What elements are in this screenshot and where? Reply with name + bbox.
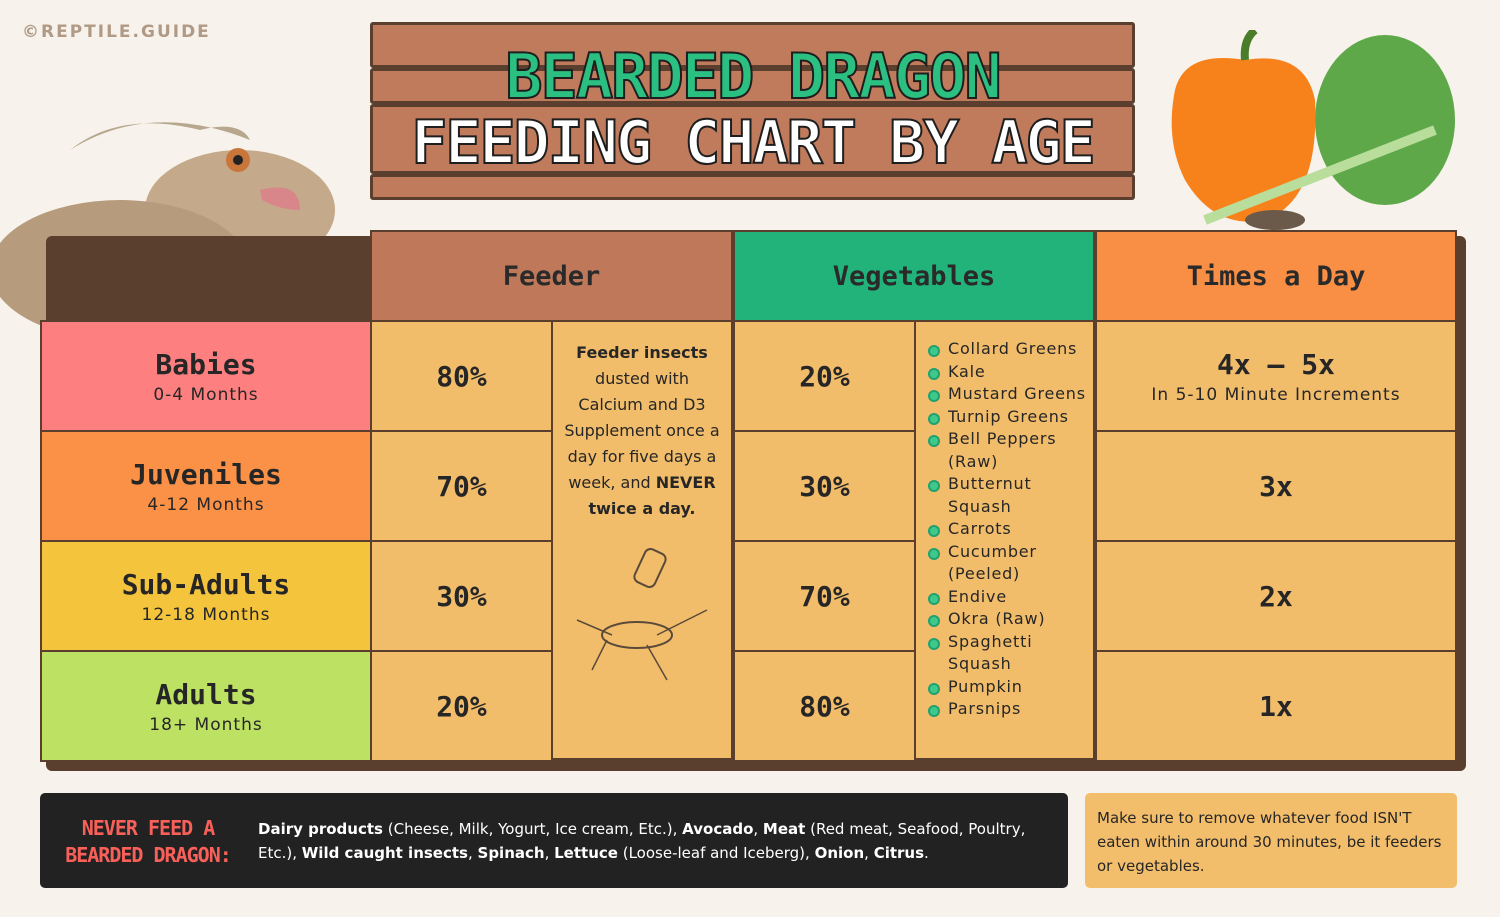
row-label: Juveniles 4-12 Months xyxy=(40,430,372,542)
feeder-note-bold: Feeder insects xyxy=(576,343,708,362)
vegetable-percent: 20% xyxy=(733,320,916,432)
age-range: 12-18 Months xyxy=(141,604,271,625)
feeder-percent: 70% xyxy=(370,430,553,542)
forbidden-food: Dairy products xyxy=(258,820,383,838)
vegetable-item: Pumpkin xyxy=(928,676,1023,699)
age-group: Juveniles xyxy=(130,457,282,491)
title-plank xyxy=(370,68,1135,104)
forbidden-food: Spinach xyxy=(477,844,545,862)
never-feed-panel: NEVER FEED A BEARDED DRAGON: Dairy produ… xyxy=(40,793,1068,888)
title-plank xyxy=(370,22,1135,68)
vegetable-item: Spaghetti Squash xyxy=(928,631,1093,676)
feeder-note-bold: NEVER twice a day. xyxy=(588,473,716,518)
vegetable-item: Bell Peppers (Raw) xyxy=(928,428,1093,473)
row-label: Sub-Adults 12-18 Months xyxy=(40,540,372,652)
forbidden-food-detail: , xyxy=(467,844,478,862)
vegetable-item: Okra (Raw) xyxy=(928,608,1045,631)
times-a-day: 4x – 5x In 5-10 Minute Increments xyxy=(1095,320,1457,432)
forbidden-food-detail: (Cheese, Milk, Yogurt, Ice cream, Etc.), xyxy=(382,820,683,838)
forbidden-food-detail: , xyxy=(544,844,555,862)
forbidden-food-detail: , xyxy=(864,844,874,862)
feeder-percent: 80% xyxy=(370,320,553,432)
vegetable-item: Mustard Greens xyxy=(928,383,1086,406)
times-a-day: 2x xyxy=(1095,540,1457,652)
vegetable-item: Cucumber (Peeled) xyxy=(928,541,1093,586)
feeding-table: Feeder Vegetables Times a Day Babies 0-4… xyxy=(40,230,1465,770)
never-feed-list: Dairy products (Cheese, Milk, Yogurt, Ic… xyxy=(258,817,1048,865)
times-value: 1x xyxy=(1259,689,1293,723)
feeder-percent: 30% xyxy=(370,540,553,652)
vegetable-item: Turnip Greens xyxy=(928,406,1069,429)
watermark: ©REPTILE.GUIDE xyxy=(22,22,211,42)
forbidden-food-detail: , xyxy=(753,820,763,838)
forbidden-food: Wild caught insects xyxy=(301,844,468,862)
title-plank xyxy=(370,174,1135,200)
removal-note: Make sure to remove whatever food ISN'T … xyxy=(1085,793,1457,888)
times-a-day: 3x xyxy=(1095,430,1457,542)
forbidden-food: Lettuce xyxy=(554,844,618,862)
forbidden-food: Citrus xyxy=(873,844,925,862)
times-note: In 5-10 Minute Increments xyxy=(1151,384,1401,405)
forbidden-food-detail: . xyxy=(924,844,929,862)
vegetable-item: Butternut Squash xyxy=(928,473,1093,518)
header-feeder: Feeder xyxy=(370,230,733,322)
vegetable-item: Endive xyxy=(928,586,1007,609)
age-range: 4-12 Months xyxy=(147,494,265,515)
times-value: 4x – 5x xyxy=(1216,347,1335,381)
pepper-kale-illustration xyxy=(1171,30,1455,230)
vegetable-percent: 80% xyxy=(733,650,916,762)
times-value: 3x xyxy=(1259,469,1293,503)
age-group: Babies xyxy=(155,347,257,381)
forbidden-food-detail: (Red meat, Seafood, Poultry, Etc.), xyxy=(258,820,1026,862)
forbidden-food: Meat xyxy=(762,820,806,838)
times-value: 2x xyxy=(1259,579,1293,613)
forbidden-food: Onion xyxy=(814,844,865,862)
feeder-percent: 20% xyxy=(370,650,553,762)
vegetable-item: Parsnips xyxy=(928,698,1021,721)
title-line-1: BEARDED DRAGON xyxy=(504,39,1003,114)
vegetable-item: Carrots xyxy=(928,518,1012,541)
vegetable-item: Kale xyxy=(928,361,986,384)
vegetable-percent: 30% xyxy=(733,430,916,542)
header-times: Times a Day xyxy=(1095,230,1457,322)
feeder-note-text: dusted with Calcium and D3 Supplement on… xyxy=(564,369,720,492)
title-line-2: FEEDING CHART BY AGE xyxy=(410,107,1096,179)
forbidden-food-detail: (Loose-leaf and Iceberg), xyxy=(617,844,815,862)
row-label: Adults 18+ Months xyxy=(40,650,372,762)
never-feed-title: NEVER FEED A BEARDED DRAGON: xyxy=(65,816,232,867)
vegetable-percent: 70% xyxy=(733,540,916,652)
vegetable-list: Collard Greens Kale Mustard Greens Turnip G… xyxy=(914,320,1095,760)
header-vegetables: Vegetables xyxy=(733,230,1095,322)
row-label: Babies 0-4 Months xyxy=(40,320,372,432)
vegetable-item: Collard Greens xyxy=(928,338,1077,361)
feeder-note: Feeder insects dusted with Calcium and D… xyxy=(551,320,733,760)
title-plank xyxy=(370,104,1135,174)
age-range: 18+ Months xyxy=(149,714,263,735)
age-group: Adults xyxy=(155,677,257,711)
forbidden-food: Avocado xyxy=(682,820,754,838)
age-range: 0-4 Months xyxy=(153,384,259,405)
age-group: Sub-Adults xyxy=(121,567,291,601)
cricket-shaker-illustration xyxy=(576,548,708,681)
times-a-day: 1x xyxy=(1095,650,1457,762)
